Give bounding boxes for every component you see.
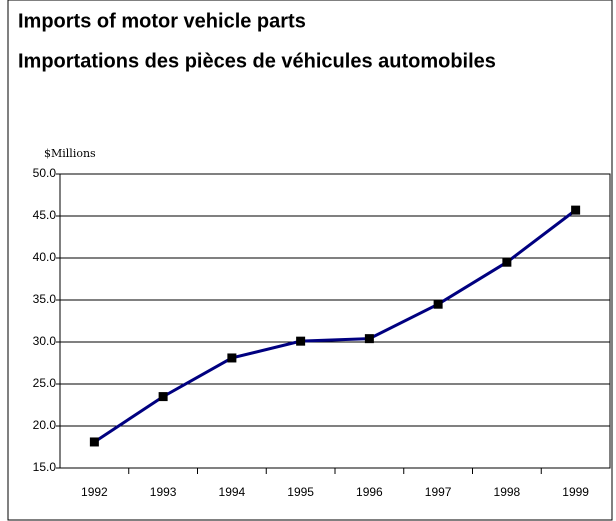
chart-subtitle: Importations des pièces de véhicules aut…	[18, 50, 496, 72]
x-tick-label: 1996	[356, 485, 383, 499]
x-tick-label: 1993	[150, 485, 177, 499]
marker	[502, 257, 512, 267]
y-tick-label: 35.0	[33, 292, 57, 306]
plot-area	[59, 173, 611, 469]
x-tick-label: 1999	[562, 485, 589, 499]
y-tick-label: 45.0	[33, 208, 57, 222]
y-tick-label: 20.0	[33, 418, 57, 432]
y-tick-label: 25.0	[33, 376, 57, 390]
x-tick-label: 1995	[287, 485, 314, 499]
chart-title: Imports of motor vehicle parts	[18, 10, 306, 32]
y-tick-label: 30.0	[33, 334, 57, 348]
marker	[89, 437, 99, 447]
x-tick-label: 1992	[81, 485, 108, 499]
series-line	[93, 208, 577, 444]
y-tick-label: 15.0	[33, 460, 57, 474]
marker	[433, 299, 443, 309]
y-axis-label: $Millions	[44, 147, 96, 160]
y-tick-label: 50.0	[33, 166, 57, 180]
marker	[158, 392, 168, 402]
x-tick-label: 1994	[219, 485, 246, 499]
marker	[296, 336, 306, 346]
x-tick-label: 1997	[425, 485, 452, 499]
marker	[227, 353, 237, 363]
x-tick-label: 1998	[494, 485, 521, 499]
y-tick-label: 40.0	[33, 250, 57, 264]
marker	[571, 205, 581, 215]
marker	[364, 334, 374, 344]
